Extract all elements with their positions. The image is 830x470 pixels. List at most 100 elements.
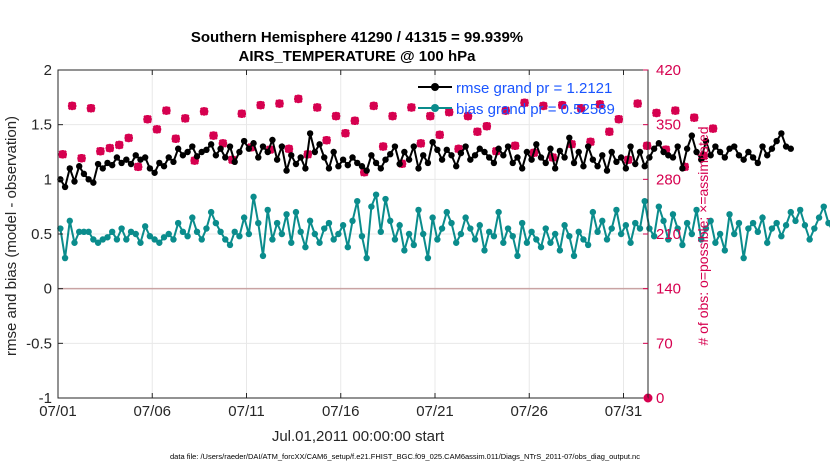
rmse-point	[556, 147, 564, 155]
rmse-point	[349, 154, 356, 161]
obs-assimilated-point	[652, 108, 661, 118]
bias-point	[688, 230, 696, 238]
bias-point	[137, 239, 144, 246]
bias-point	[599, 217, 606, 225]
bias-point	[820, 203, 827, 210]
bias-point	[283, 211, 290, 218]
obs-assimilated-point	[341, 129, 350, 138]
bias-point	[160, 234, 168, 241]
bias-point	[754, 228, 762, 236]
rmse-point	[420, 152, 427, 159]
bias-point	[278, 230, 286, 238]
bias-point	[726, 211, 733, 218]
rmse-point	[146, 165, 154, 172]
bias-point	[108, 228, 116, 236]
bias-point	[636, 225, 644, 232]
bias-point	[61, 254, 69, 262]
bias-point	[674, 225, 681, 232]
rmse-point	[85, 176, 92, 183]
obs-assimilated-point	[661, 145, 671, 154]
obs-assimilated-point	[501, 106, 510, 115]
obs-assimilated-point	[605, 127, 614, 136]
rmse-point	[306, 130, 314, 137]
rmse-point	[415, 165, 422, 172]
bias-point	[485, 228, 493, 236]
rmse-point	[382, 156, 389, 163]
data-file-footnote: data file: /Users/raeder/DAI/ATM_forcXX/…	[170, 452, 640, 461]
rmse-point	[773, 137, 780, 145]
bias-point	[391, 236, 399, 243]
rmse-point	[165, 154, 172, 161]
rmse-point	[250, 140, 257, 147]
bias-point	[335, 230, 342, 238]
bias-point	[269, 236, 276, 243]
rmse-point	[646, 154, 653, 161]
bias-point	[641, 198, 648, 205]
rmse-point	[264, 148, 271, 156]
rmse-point	[514, 154, 521, 161]
rmse-point	[141, 154, 149, 161]
rmse-point	[71, 178, 78, 185]
bias-point	[198, 236, 205, 243]
rmse-point	[377, 165, 385, 172]
obs-assimilated-point	[284, 144, 294, 154]
bias-point	[236, 232, 243, 240]
rmse-point	[316, 141, 323, 148]
rmse-point	[712, 143, 719, 150]
bias-point	[735, 219, 743, 227]
rmse-point	[570, 159, 578, 167]
rmse-point	[754, 159, 762, 167]
rmse-point	[688, 132, 696, 139]
rmse-point	[655, 140, 663, 147]
rmse-point	[325, 165, 333, 172]
bias-point	[71, 239, 78, 246]
bias-point	[146, 232, 154, 240]
rmse-point	[302, 165, 309, 172]
rmse-point	[160, 163, 168, 170]
obs-assimilated-point	[96, 147, 105, 156]
rmse-point	[123, 156, 130, 163]
legend-bias-marker	[431, 104, 439, 112]
bias-point	[815, 214, 823, 221]
bias-point	[782, 222, 790, 229]
obs-assimilated-point	[67, 101, 77, 111]
obs-assimilated-point	[294, 94, 303, 104]
rmse-point	[335, 163, 342, 170]
rmse-point	[193, 153, 201, 160]
bias-point	[156, 239, 163, 246]
obs-assimilated-point	[209, 131, 218, 140]
obs-assimilated-point	[322, 136, 331, 145]
y-axis-label: rmse and bias (model - observation)	[3, 116, 20, 356]
rmse-point	[693, 148, 700, 156]
rmse-point	[627, 143, 634, 150]
rmse-point	[683, 145, 691, 152]
bias-point	[721, 247, 729, 254]
legend: rmse grand pr = 1.2121 bias grand pr = 0…	[418, 80, 615, 118]
bias-point	[608, 225, 615, 232]
rmse-point	[542, 159, 549, 167]
bias-point	[415, 206, 422, 214]
rmse-point	[707, 152, 714, 159]
rmse-point	[311, 148, 319, 156]
rmse-point	[410, 143, 417, 150]
rmse-point	[61, 183, 69, 191]
obs-assimilated-point	[492, 147, 501, 156]
bias-point	[566, 232, 573, 240]
rmse-point	[584, 143, 592, 150]
bias-point	[561, 222, 568, 229]
bias-point	[740, 254, 747, 262]
bias-point	[306, 217, 314, 225]
obs-assimilated-point	[77, 154, 86, 163]
bias-point	[580, 236, 587, 243]
rmse-point	[236, 148, 243, 156]
rmse-point	[66, 165, 73, 172]
bias-point	[575, 228, 582, 236]
rmse-point	[113, 154, 121, 161]
rmse-point	[179, 152, 187, 159]
bias-point	[570, 252, 578, 260]
bias-point	[429, 214, 436, 221]
rmse-point	[90, 179, 97, 186]
bias-point	[132, 230, 139, 238]
bias-point	[811, 225, 818, 232]
